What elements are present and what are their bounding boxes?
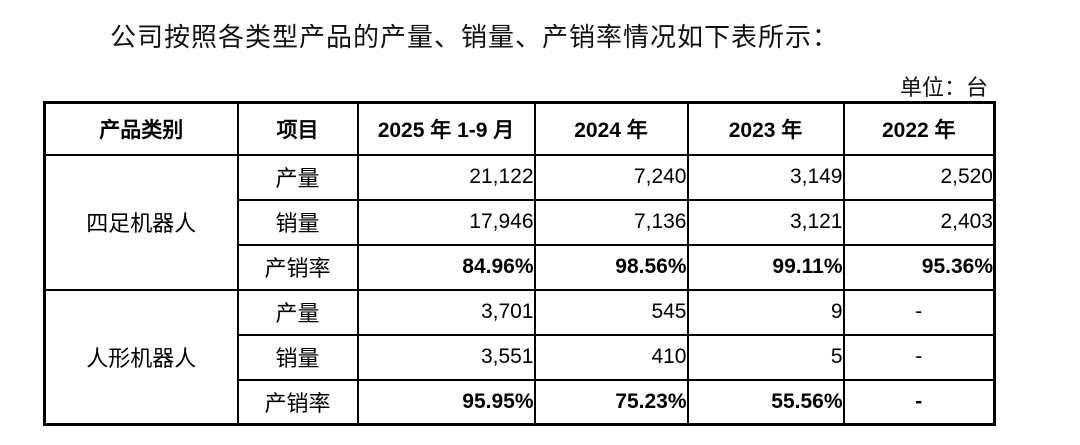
item-cell: 产销率 (236, 378, 359, 426)
table-body: 四足机器人 产量 21,122 7,240 3,149 2,520 销量 17,946 7,13… (43, 153, 996, 426)
value-cell: 2,520 (842, 153, 996, 201)
item-cell: 产销率 (236, 243, 359, 291)
value-cell: 2,403 (842, 198, 996, 246)
header-cell: 2023 年 (686, 101, 845, 156)
value-cell: 7,240 (533, 153, 689, 201)
table-row: 人形机器人 产量 3,701 545 9- (43, 288, 996, 426)
intro-paragraph: 公司按照各类型产品的产量、销量、产销率情况如下表所示： (110, 23, 840, 52)
value-cell: 545 (533, 288, 689, 336)
header-cell: 2025 年 1-9 月 (356, 101, 536, 156)
value-cell: 75.23% (533, 378, 689, 426)
value-cell: 99.11% (686, 243, 845, 291)
value-cell: 5 (686, 333, 845, 381)
value-cell: - (842, 378, 996, 426)
value-cell: 55.56% (686, 378, 845, 426)
item-cell: 产量 (236, 288, 359, 336)
value-cell: 410 (533, 333, 689, 381)
category-cell: 人形机器人 (43, 288, 239, 426)
header-cell: 2022 年 (842, 101, 996, 156)
value-cell: 9 (686, 288, 845, 336)
value-cell: 3,121 (686, 198, 845, 246)
value-cell: 84.96% (356, 243, 536, 291)
item-cell: 销量 (236, 198, 359, 246)
value-cell: 3,149 (686, 153, 845, 201)
value-cell: 21,122 (356, 153, 536, 201)
item-cell: 产量 (236, 153, 359, 201)
production-sales-table: 产品类别 项目 2025 年 1-9 月 2024 年 2023 年 2022 年 四足机… (43, 101, 996, 426)
value-cell: 3,701 (356, 288, 536, 336)
item-cell: 销量 (236, 333, 359, 381)
unit-label: 单位：台 (899, 75, 988, 100)
value-cell: 98.56% (533, 243, 689, 291)
value-cell: 3,551 (356, 333, 536, 381)
header-cell: 项目 (236, 101, 359, 156)
category-cell: 四足机器人 (43, 153, 239, 291)
table-row: 产销率 84.96% 98.56% 99.11% 95.36% (45, 243, 996, 291)
value-cell: - (842, 333, 996, 381)
table-row: 产销率 95.95% 75.23% 55.56% - (45, 378, 996, 426)
header-cell: 产品类别 (43, 101, 239, 156)
header-cell: 2024 年 (533, 101, 689, 156)
value-cell: 95.95% (356, 378, 536, 426)
table-header-row: 产品类别 项目 2025 年 1-9 月 2024 年 2023 年 2022 年 (43, 101, 996, 156)
value-cell: 17,946 (356, 198, 536, 246)
value-cell: 95.36% (842, 243, 996, 291)
value-cell: 7,136 (533, 198, 689, 246)
value-cell: - (842, 288, 996, 336)
table-row: 销量 3,551 410 5- (45, 333, 996, 381)
table-row: 四足机器人 产量 21,122 7,240 3,149 2,520 (43, 153, 996, 291)
table-row: 销量 17,946 7,136 3,121 2,403 (45, 198, 996, 246)
